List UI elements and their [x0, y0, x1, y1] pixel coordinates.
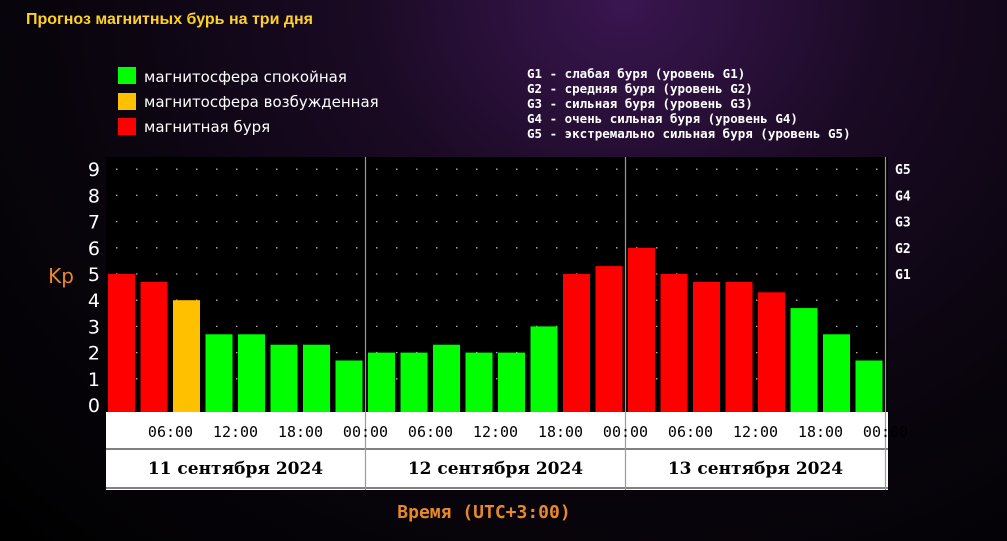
bar-9 [368, 352, 395, 412]
storm-level-tick-label: G2 [895, 242, 911, 257]
y-tick-label: 1 [88, 369, 100, 391]
x-tick-label: 00:00 [343, 423, 388, 441]
legend-label-excited: магнитосфера возбужденная [144, 93, 379, 111]
bar-6 [270, 344, 298, 412]
day-label: 12 сентября 2024 [408, 459, 583, 479]
x-tick-label: 18:00 [538, 423, 583, 441]
bar-1 [108, 274, 135, 412]
bar-14 [530, 326, 558, 412]
x-tick-label: 12:00 [213, 423, 258, 441]
y-axis-label: Kp [48, 264, 74, 288]
grid [116, 168, 884, 380]
y-tick-label: 6 [88, 238, 100, 260]
bar-24 [855, 360, 883, 412]
y-tick-label: 7 [88, 212, 100, 234]
bar-22 [790, 308, 818, 412]
bar-19 [693, 281, 720, 412]
x-tick-label: 00:00 [603, 423, 648, 441]
x-tick-label: 18:00 [798, 423, 843, 441]
storm-level-g5: G5 - экстремально сильная буря (уровень … [527, 126, 851, 141]
x-tick-label: 18:00 [278, 423, 323, 441]
y-tick-label: 0 [88, 395, 100, 417]
legend-swatch-storm [118, 118, 136, 135]
legend-swatch-excited [118, 93, 136, 110]
bar-2 [140, 281, 168, 412]
time-axis-strip [106, 412, 888, 490]
storm-level-g1: G1 - слабая буря (уровень G1) [527, 66, 745, 81]
bar-5 [238, 334, 265, 412]
x-tick-label: 12:00 [473, 423, 518, 441]
bar-21 [758, 292, 785, 412]
legend: магнитосфера спокойная магнитосфера возб… [118, 67, 379, 136]
storm-level-axis-ticks: G1 G2 G3 G4 G5 [895, 163, 911, 283]
x-tick-label: 12:00 [733, 423, 778, 441]
day-labels: 11 сентября 2024 12 сентября 2024 13 сентя… [148, 459, 843, 479]
y-tick-label: 2 [88, 343, 100, 365]
storm-level-g4: G4 - очень сильная буря (уровень G4) [527, 111, 798, 126]
bar-4 [205, 334, 233, 412]
x-axis-label: Время (UTC+3:00) [397, 502, 570, 523]
x-tick-label: 00:00 [863, 423, 908, 441]
y-tick-label: 8 [88, 185, 100, 207]
legend-label-calm: магнитосфера спокойная [144, 68, 347, 86]
storm-level-tick-label: G3 [895, 216, 911, 231]
bar-3 [173, 300, 200, 412]
page-title: Прогноз магнитных бурь на три дня [26, 11, 313, 28]
bar-7 [303, 344, 330, 412]
plot-area [106, 157, 888, 412]
day-label: 11 сентября 2024 [148, 459, 323, 479]
bar-15 [563, 274, 590, 412]
legend-swatch-calm [118, 67, 136, 84]
storm-level-tick-label: G1 [895, 268, 911, 283]
storm-level-g3: G3 - сильная буря (уровень G3) [527, 96, 753, 111]
x-tick-label: 06:00 [668, 423, 713, 441]
storm-level-tick-label: G5 [895, 163, 911, 178]
bar-18 [660, 274, 688, 412]
bar-8 [335, 360, 363, 412]
bar-11 [433, 344, 460, 412]
bar-17 [628, 247, 655, 412]
y-tick-label: 4 [88, 290, 100, 312]
bar-20 [725, 281, 753, 412]
bar-13 [498, 352, 525, 412]
bars [108, 247, 883, 412]
bar-12 [465, 352, 493, 412]
legend-label-storm: магнитная буря [144, 118, 270, 136]
storm-level-legend: G1 - слабая буря (уровень G1) G2 - средн… [527, 66, 851, 141]
y-tick-label: 9 [88, 159, 100, 181]
storm-level-tick-label: G4 [895, 189, 911, 204]
storm-level-g2: G2 - средняя буря (уровень G2) [527, 81, 753, 96]
y-tick-label: 5 [88, 264, 100, 286]
x-axis-ticks: 06:00 12:00 18:00 00:00 06:00 12:00 18:00 00:00… [148, 423, 908, 441]
x-tick-label: 06:00 [148, 423, 193, 441]
x-tick-label: 06:00 [408, 423, 453, 441]
bar-10 [400, 352, 428, 412]
day-separators [364, 157, 887, 490]
day-label: 13 сентября 2024 [668, 459, 843, 479]
y-tick-label: 3 [88, 316, 100, 338]
bar-23 [823, 334, 850, 412]
y-axis-ticks: 0 1 2 3 4 5 6 7 8 9 [88, 159, 100, 417]
bar-16 [595, 266, 623, 412]
